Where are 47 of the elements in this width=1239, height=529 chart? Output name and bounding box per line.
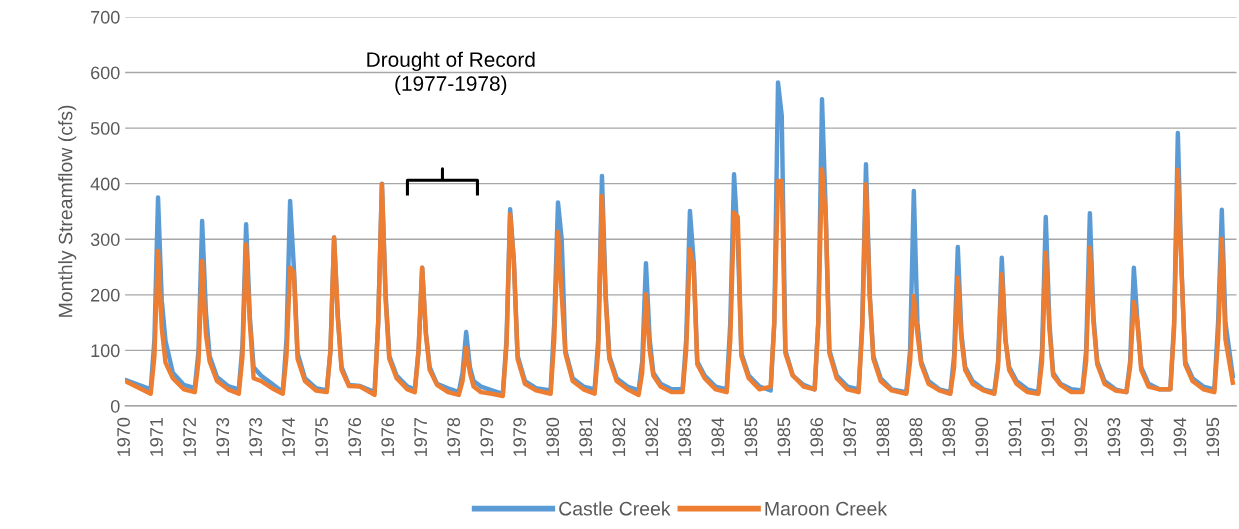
x-tick-label: 1972 xyxy=(183,418,197,456)
y-tick-label: 700 xyxy=(91,10,120,24)
legend-label: Maroon Creek xyxy=(765,501,888,516)
x-tick-label: 1979 xyxy=(513,417,527,456)
x-tick-label: 1971 xyxy=(150,418,163,456)
x-tick-label: 1978 xyxy=(447,417,461,456)
x-tick-label: 1985 xyxy=(744,417,758,456)
x-tick-label: 1981 xyxy=(579,418,593,456)
x-tick-label: 1977 xyxy=(414,418,428,456)
y-tick-label: 500 xyxy=(90,122,120,135)
y-tick-label: 200 xyxy=(91,288,120,302)
x-tick-label: 1970 xyxy=(117,417,130,456)
x-tick-label: 1986 xyxy=(810,417,824,456)
y-tick-label: 600 xyxy=(91,66,120,80)
x-tick-label: 1985 xyxy=(777,417,791,456)
legend-label: Castle Creek xyxy=(559,501,671,516)
x-tick-label: 1976 xyxy=(348,417,362,456)
x-tick-label: 1975 xyxy=(315,417,328,456)
x-tick-label: 1994 xyxy=(1173,417,1187,456)
x-tick-label: 1973 xyxy=(249,417,263,456)
x-tick-label: 1974 xyxy=(282,417,295,456)
x-tick-label: 1988 xyxy=(909,417,923,456)
x-tick-label: 1992 xyxy=(1074,418,1088,456)
x-tick-label: 1973 xyxy=(216,417,230,456)
x-tick-label: 1983 xyxy=(678,417,692,456)
x-tick-label: 1984 xyxy=(711,417,725,456)
y-axis-title: Monthly Streamflow (cfs) xyxy=(58,105,77,317)
y-tick-label: 0 xyxy=(110,399,120,413)
x-tick-label: 1976 xyxy=(381,417,395,456)
x-tick-label: 1982 xyxy=(612,418,626,456)
x-tick-label: 1991 xyxy=(1008,418,1022,456)
x-tick-label: 1991 xyxy=(1041,418,1055,456)
y-tick-label: 300 xyxy=(90,233,120,246)
x-tick-label: 1987 xyxy=(843,418,857,456)
line-series xyxy=(125,167,1236,399)
x-tick-label: 1988 xyxy=(876,417,890,456)
annotation: Drought of Record (1977-1978) xyxy=(367,51,535,96)
y-tick-label: 400 xyxy=(90,177,120,191)
x-tick-label: 1982 xyxy=(645,418,659,456)
x-tick-label: 1979 xyxy=(480,417,494,456)
y-tick-label: 100 xyxy=(91,344,120,358)
x-tick-label: 1994 xyxy=(1140,417,1154,456)
x-tick-label: 1980 xyxy=(546,417,560,456)
x-tick-label: 1990 xyxy=(975,417,989,456)
x-tick-label: 1995 xyxy=(1206,417,1220,456)
x-tick-label: 1993 xyxy=(1107,417,1121,456)
x-tick-label: 1989 xyxy=(942,417,956,456)
